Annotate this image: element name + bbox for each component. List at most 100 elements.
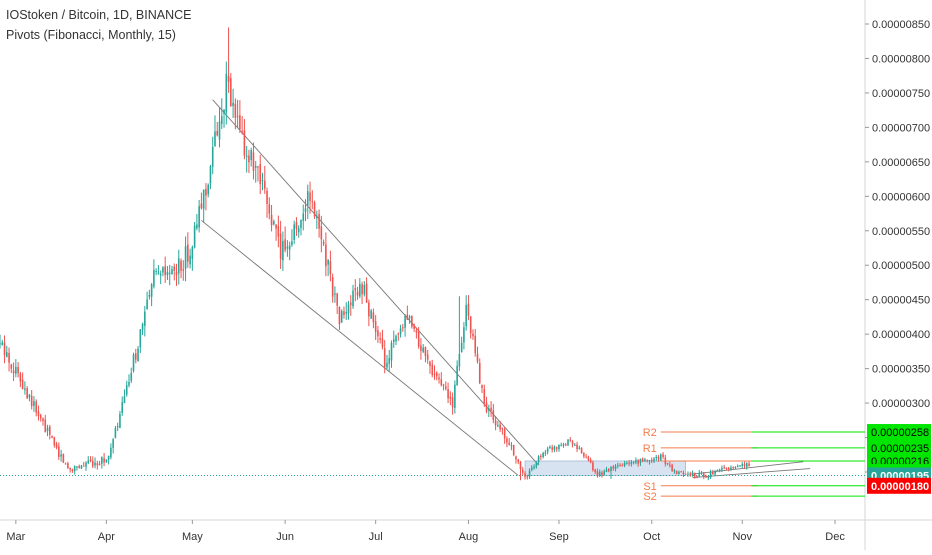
- candle-body[interactable]: [250, 150, 252, 161]
- candle-body[interactable]: [327, 259, 329, 265]
- candle-body[interactable]: [8, 352, 10, 363]
- candle-body[interactable]: [678, 471, 680, 475]
- candle-body[interactable]: [114, 428, 117, 438]
- candle-body[interactable]: [55, 443, 58, 448]
- candle-body[interactable]: [171, 269, 173, 275]
- candle-body[interactable]: [325, 244, 327, 267]
- candle-body[interactable]: [451, 397, 454, 408]
- candle-body[interactable]: [569, 439, 572, 441]
- candle-body[interactable]: [78, 466, 81, 469]
- candle-body[interactable]: [103, 458, 105, 463]
- candle-body[interactable]: [193, 225, 196, 248]
- candle-body[interactable]: [497, 425, 499, 427]
- candle-body[interactable]: [302, 213, 305, 221]
- candle-body[interactable]: [5, 352, 8, 357]
- candle-body[interactable]: [494, 420, 497, 426]
- candle-body[interactable]: [173, 266, 176, 271]
- candle-body[interactable]: [449, 396, 452, 399]
- candle-body[interactable]: [623, 462, 626, 466]
- candle-body[interactable]: [370, 310, 372, 319]
- candle-body[interactable]: [35, 401, 38, 413]
- candle-body[interactable]: [112, 439, 114, 448]
- candle-body[interactable]: [139, 329, 142, 348]
- candle-body[interactable]: [44, 419, 47, 433]
- candle-body[interactable]: [628, 462, 630, 464]
- candle-body[interactable]: [282, 240, 284, 261]
- candle-body[interactable]: [560, 444, 563, 446]
- candle-body[interactable]: [404, 315, 406, 328]
- candle-body[interactable]: [134, 353, 137, 360]
- candle-body[interactable]: [182, 269, 185, 271]
- candle-body[interactable]: [691, 472, 694, 476]
- candle-body[interactable]: [48, 426, 51, 435]
- candle-body[interactable]: [268, 204, 271, 214]
- candle-body[interactable]: [248, 155, 250, 163]
- candle-body[interactable]: [15, 366, 17, 374]
- candle-body[interactable]: [517, 459, 520, 463]
- candle-body[interactable]: [363, 285, 366, 295]
- candle-body[interactable]: [474, 335, 477, 354]
- candle-body[interactable]: [359, 283, 361, 297]
- candle-body[interactable]: [336, 293, 338, 306]
- candle-body[interactable]: [304, 208, 307, 212]
- candle-body[interactable]: [67, 463, 69, 469]
- candle-body[interactable]: [399, 328, 402, 335]
- candle-body[interactable]: [207, 184, 209, 195]
- candle-body[interactable]: [96, 463, 99, 466]
- candle-body[interactable]: [524, 472, 526, 477]
- candle-body[interactable]: [232, 102, 234, 107]
- candle-body[interactable]: [107, 455, 110, 460]
- channel-lower-line[interactable]: [201, 220, 519, 476]
- candle-body[interactable]: [121, 402, 124, 414]
- candle-body[interactable]: [576, 444, 578, 450]
- candle-body[interactable]: [540, 455, 542, 457]
- candle-body[interactable]: [3, 342, 6, 356]
- candle-body[interactable]: [583, 452, 585, 457]
- candle-body[interactable]: [716, 469, 719, 472]
- candle-body[interactable]: [110, 447, 112, 458]
- candle-body[interactable]: [361, 284, 363, 295]
- candle-body[interactable]: [574, 444, 576, 446]
- candle-body[interactable]: [10, 364, 13, 369]
- candle-body[interactable]: [662, 454, 664, 457]
- candle-body[interactable]: [673, 470, 676, 472]
- candle-body[interactable]: [689, 473, 692, 476]
- candle-body[interactable]: [392, 339, 395, 343]
- candle-body[interactable]: [481, 385, 483, 388]
- candle-body[interactable]: [322, 242, 325, 244]
- candle-body[interactable]: [12, 370, 15, 374]
- candle-body[interactable]: [641, 458, 644, 462]
- candle-body[interactable]: [476, 353, 479, 362]
- candle-body[interactable]: [309, 192, 311, 201]
- candle-body[interactable]: [284, 239, 286, 251]
- candle-body[interactable]: [230, 78, 232, 106]
- candle-body[interactable]: [605, 469, 608, 472]
- candle-body[interactable]: [105, 459, 108, 462]
- candle-body[interactable]: [243, 130, 246, 156]
- candle-body[interactable]: [82, 465, 85, 467]
- candle-body[interactable]: [130, 372, 133, 381]
- candle-body[interactable]: [306, 191, 309, 206]
- candle-body[interactable]: [415, 330, 418, 333]
- candle-body[interactable]: [429, 361, 431, 367]
- candle-body[interactable]: [388, 358, 391, 364]
- candle-body[interactable]: [144, 311, 146, 326]
- candle-body[interactable]: [596, 471, 599, 477]
- candle-body[interactable]: [345, 312, 348, 314]
- candle-body[interactable]: [426, 354, 429, 360]
- candle-body[interactable]: [417, 331, 420, 347]
- candle-body[interactable]: [200, 203, 203, 209]
- candle-body[interactable]: [241, 131, 243, 133]
- candle-body[interactable]: [374, 321, 377, 332]
- candle-body[interactable]: [435, 372, 438, 377]
- candle-body[interactable]: [542, 452, 544, 458]
- candle-body[interactable]: [745, 463, 748, 467]
- candle-body[interactable]: [438, 377, 440, 380]
- candle-body[interactable]: [60, 454, 62, 457]
- candle-body[interactable]: [727, 467, 730, 470]
- candle-body[interactable]: [671, 464, 673, 472]
- candle-body[interactable]: [578, 447, 581, 449]
- candle-body[interactable]: [684, 473, 687, 475]
- candle-body[interactable]: [87, 460, 90, 464]
